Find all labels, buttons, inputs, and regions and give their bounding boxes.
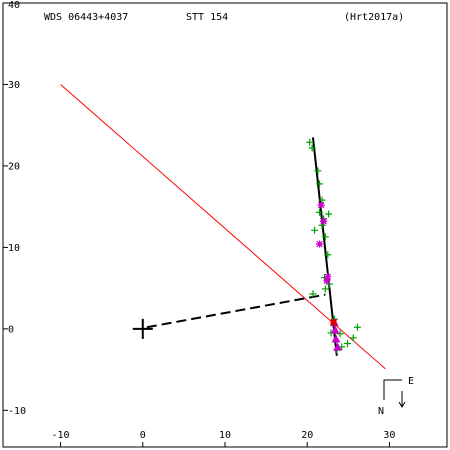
y-tick-label: 30 xyxy=(8,80,20,91)
plus-point xyxy=(321,233,329,241)
plus-point xyxy=(321,285,329,293)
plus-point xyxy=(308,144,316,152)
y-tick-label: 10 xyxy=(8,243,20,254)
asterisk-point xyxy=(317,201,325,209)
asterisk-point xyxy=(316,240,324,248)
plus-point xyxy=(318,196,326,204)
y-tick-label: 40 xyxy=(8,0,20,11)
plus-point xyxy=(344,340,352,348)
compass-rose: E N xyxy=(378,376,414,417)
y-tick-label: 0 xyxy=(8,324,14,335)
plus-point xyxy=(314,167,322,175)
asterisk-point xyxy=(324,273,332,281)
plus-point xyxy=(306,138,314,146)
plus-point xyxy=(316,208,324,216)
y-tick-label: 20 xyxy=(8,161,20,172)
x-tick-label: 20 xyxy=(301,430,313,441)
plus-point xyxy=(316,180,324,188)
x-tick-label: -10 xyxy=(52,430,70,441)
compass-north-label: N xyxy=(378,406,384,417)
plus-point xyxy=(324,251,332,259)
compass-east-arm xyxy=(383,379,402,400)
plus-point xyxy=(309,290,317,298)
plus-point xyxy=(325,210,333,218)
primary-star-marker xyxy=(132,318,153,339)
plus-point xyxy=(349,334,357,342)
data-points xyxy=(306,138,361,354)
x-tick-label: 30 xyxy=(383,430,395,441)
x-tick-label: 10 xyxy=(219,430,231,441)
plus-point xyxy=(336,330,344,338)
periastron-line xyxy=(146,293,326,329)
triangle-point xyxy=(330,325,340,334)
triangle-point xyxy=(331,334,341,343)
axes: -10 0 10 20 30 -10 0 10 20 30 40 xyxy=(3,0,395,447)
square-point xyxy=(330,319,337,326)
asterisk-point xyxy=(323,277,331,285)
plus-point xyxy=(311,226,319,234)
y-tick-label: -10 xyxy=(8,406,26,417)
triangle-point xyxy=(333,342,342,351)
header-center: STT 154 xyxy=(186,12,228,23)
compass-east-label: E xyxy=(408,376,414,387)
header-left: WDS 06443+4037 xyxy=(44,12,128,23)
x-tick-label: 0 xyxy=(140,430,146,441)
compass-arrow-icon xyxy=(398,391,406,408)
plus-point xyxy=(353,323,361,331)
asterisk-point xyxy=(320,217,328,225)
header-right: (Hrt2017a) xyxy=(344,12,404,23)
